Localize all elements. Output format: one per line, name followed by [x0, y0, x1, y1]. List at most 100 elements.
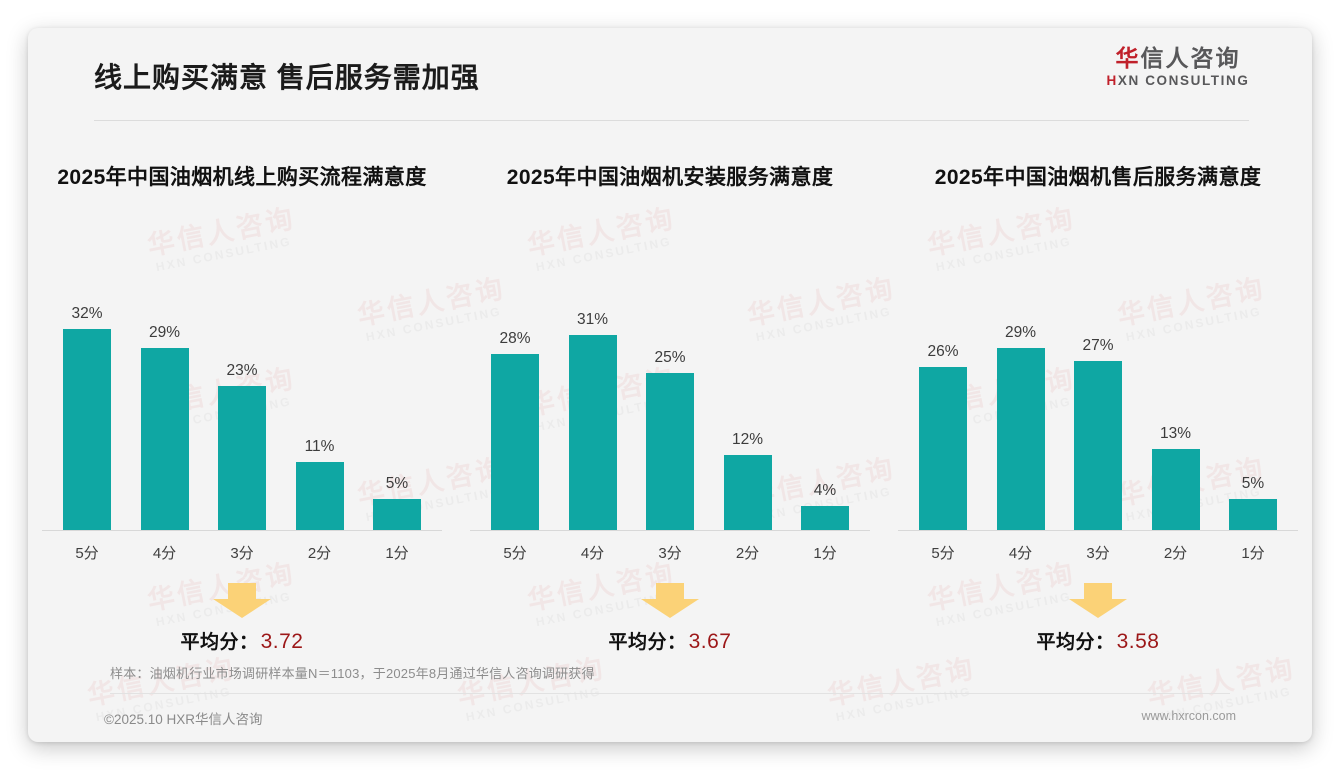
x-tick-label: 4分 — [580, 545, 605, 562]
bar-slot: 26% — [910, 276, 976, 531]
bar-slot: 12% — [715, 276, 781, 531]
bar-slot: 31% — [560, 276, 626, 531]
logo-english-red: H — [1106, 73, 1118, 89]
logo-english-rest: XN CONSULTING — [1117, 73, 1250, 89]
logo-chinese: 华信人咨询 — [1088, 45, 1268, 71]
x-tick-label: 2分 — [1163, 545, 1188, 562]
average-score: 平均分：3.67 — [609, 627, 732, 654]
bar — [491, 354, 539, 531]
slide-header: 线上购买满意 售后服务需加强 华信人咨询 HXN CONSULTING — [28, 28, 1312, 120]
average-block: 平均分：3.58 — [898, 583, 1298, 654]
average-label: 平均分： — [1036, 632, 1115, 653]
down-arrow-icon — [213, 583, 271, 618]
bar-value-label: 31% — [576, 311, 609, 329]
bar — [1074, 360, 1122, 531]
bar — [140, 347, 189, 531]
bar — [63, 328, 111, 531]
average-label: 平均分： — [180, 632, 259, 653]
bar — [568, 335, 617, 531]
bar-value-label: 26% — [927, 342, 959, 360]
bar-value-label: 32% — [71, 304, 103, 322]
chart-panel-online-purchase: 2025年中国油烟机线上购买流程满意度 32% 29% 23% 11% 5% 5分 4分 3… — [28, 136, 456, 656]
bar — [295, 461, 344, 531]
average-value: 3.67 — [688, 630, 732, 653]
bar-value-label: 5% — [385, 475, 409, 493]
bar-group: 32% 29% 23% 11% 5% — [54, 276, 430, 531]
x-tick-label: 3分 — [1086, 545, 1110, 562]
logo-chinese-red: 华 — [1115, 45, 1141, 71]
charts-row: 2025年中国油烟机线上购买流程满意度 32% 29% 23% 11% 5% 5分 4分 3… — [28, 136, 1312, 656]
bar-group: 28% 31% 25% 12% 4% — [482, 276, 858, 531]
bar-value-label: 12% — [731, 431, 764, 449]
x-tick-label: 4分 — [1008, 545, 1033, 562]
bar-slot: 28% — [482, 276, 548, 531]
sample-footnote: 样本：油烟机行业市场调研样本量N＝1103，于2025年8月通过华信人咨询调研获… — [110, 666, 595, 681]
bar-slot: 29% — [132, 276, 198, 531]
bar-slot: 32% — [54, 276, 120, 531]
chart-title: 2025年中国油烟机安装服务满意度 — [506, 166, 834, 189]
chart-panel-installation-service: 2025年中国油烟机安装服务满意度 28% 31% 25% 12% 4% 5分 4分 3分 2… — [456, 136, 884, 656]
page-title: 线上购买满意 售后服务需加强 — [94, 62, 480, 93]
chart-panel-after-sales-service: 2025年中国油烟机售后服务满意度 26% 29% 27% 13% 5% 5分 4分 3分 2… — [884, 136, 1312, 656]
x-tick-label: 5分 — [931, 545, 955, 562]
x-tick-label: 5分 — [75, 545, 99, 562]
x-tick-label: 1分 — [385, 545, 409, 562]
copyright-text: ©2025.10 HXR华信人咨询 — [104, 712, 263, 727]
bar-slot: 27% — [1065, 276, 1131, 531]
bar — [218, 385, 266, 531]
bar-group: 26% 29% 27% 13% 5% — [910, 276, 1286, 531]
average-score: 平均分：3.58 — [1037, 627, 1160, 654]
bar-value-label: 11% — [304, 437, 335, 455]
bar-value-label: 27% — [1082, 336, 1114, 354]
down-arrow-icon — [1069, 583, 1127, 618]
bar-value-label: 13% — [1159, 424, 1192, 442]
bar-slot: 4% — [792, 276, 858, 531]
bar-slot: 11% — [287, 276, 353, 531]
bar-plot: 28% 31% 25% 12% 4% — [470, 276, 870, 531]
bar-slot: 29% — [988, 276, 1054, 531]
average-value: 3.72 — [260, 630, 304, 653]
bar-value-label: 23% — [226, 361, 258, 379]
bar-value-label: 29% — [1004, 323, 1037, 341]
bar-value-label: 5% — [1241, 475, 1265, 493]
x-tick-label: 4分 — [152, 545, 177, 562]
x-axis-line — [42, 530, 442, 531]
x-tick-label: 3分 — [658, 545, 682, 562]
x-axis-line — [470, 530, 870, 531]
x-tick-label: 2分 — [735, 545, 760, 562]
bar-value-label: 29% — [148, 323, 181, 341]
bar-value-label: 28% — [499, 330, 531, 348]
x-tick-label: 3分 — [230, 545, 254, 562]
footnote-divider — [110, 693, 1230, 694]
chart-title: 2025年中国油烟机售后服务满意度 — [934, 166, 1262, 189]
bar — [723, 455, 772, 531]
down-arrow-icon — [641, 583, 699, 618]
average-block: 平均分：3.72 — [42, 583, 442, 654]
bar-slot: 5% — [364, 276, 430, 531]
bar — [373, 499, 421, 531]
brand-logo: 华信人咨询 HXN CONSULTING — [1088, 45, 1268, 88]
average-value: 3.58 — [1116, 630, 1160, 653]
x-tick-row: 5分 4分 3分 2分 1分 — [470, 542, 870, 563]
average-score: 平均分：3.72 — [181, 627, 304, 654]
x-tick-row: 5分 4分 3分 2分 1分 — [898, 542, 1298, 563]
bar-slot: 5% — [1220, 276, 1286, 531]
bar-slot: 25% — [637, 276, 703, 531]
logo-chinese-rest: 信人咨询 — [1140, 45, 1241, 71]
x-tick-label: 2分 — [307, 545, 332, 562]
website-link[interactable]: www.hxrcon.com — [1141, 709, 1236, 723]
bar-slot: 23% — [209, 276, 275, 531]
bar — [1229, 499, 1277, 531]
bar-value-label: 4% — [813, 481, 837, 499]
x-tick-label: 1分 — [1241, 545, 1265, 562]
logo-english: HXN CONSULTING — [1088, 73, 1268, 88]
bar-value-label: 25% — [654, 349, 686, 367]
bar-plot: 32% 29% 23% 11% 5% — [42, 276, 442, 531]
bar — [996, 347, 1045, 531]
x-tick-label: 5分 — [503, 545, 527, 562]
average-block: 平均分：3.67 — [470, 583, 870, 654]
chart-title: 2025年中国油烟机线上购买流程满意度 — [57, 166, 427, 189]
bar — [801, 505, 849, 531]
slide: 华信人咨询 HXN CONSULTING 华信人咨询 HXN CONSULTING 华信… — [28, 28, 1312, 742]
